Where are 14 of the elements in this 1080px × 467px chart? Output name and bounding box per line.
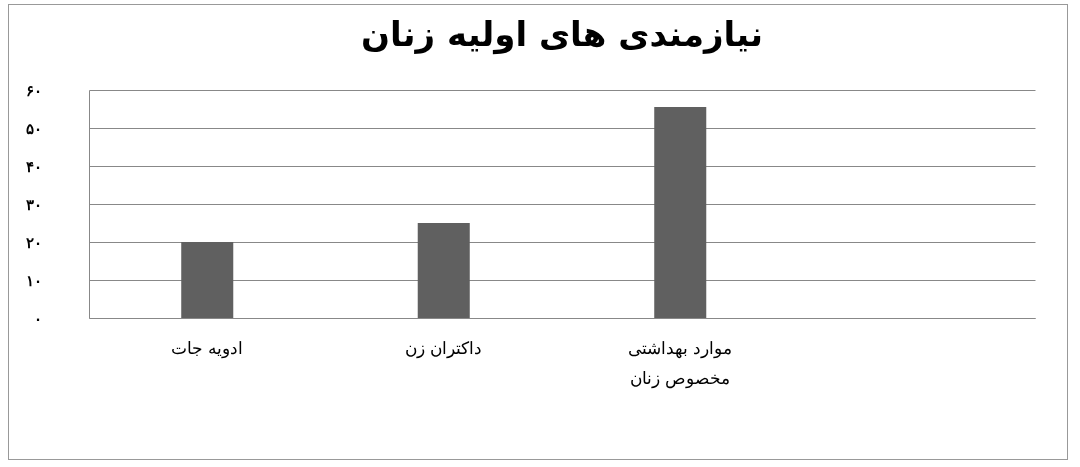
bar	[181, 242, 234, 318]
x-tick-label: موارد بهداشتی مخصوص زنان	[628, 338, 733, 389]
chart-title: نیازمندی های اولیه زنان	[361, 14, 763, 55]
y-tick-label: ۶۰	[25, 81, 42, 100]
y-tick-label: ۰	[33, 309, 42, 328]
y-tick-label: ۳۰	[25, 195, 42, 214]
y-tick-label: ۴۰	[25, 157, 42, 176]
y-tick-label: ۱۰	[25, 271, 42, 290]
bar	[417, 223, 470, 318]
x-tick-label: ادویه جات	[171, 338, 244, 359]
y-tick-label: ۲۰	[25, 233, 42, 252]
bar	[654, 107, 707, 318]
y-tick-label: ۵۰	[25, 119, 42, 138]
x-tick-label: داکتران زن	[405, 338, 483, 359]
